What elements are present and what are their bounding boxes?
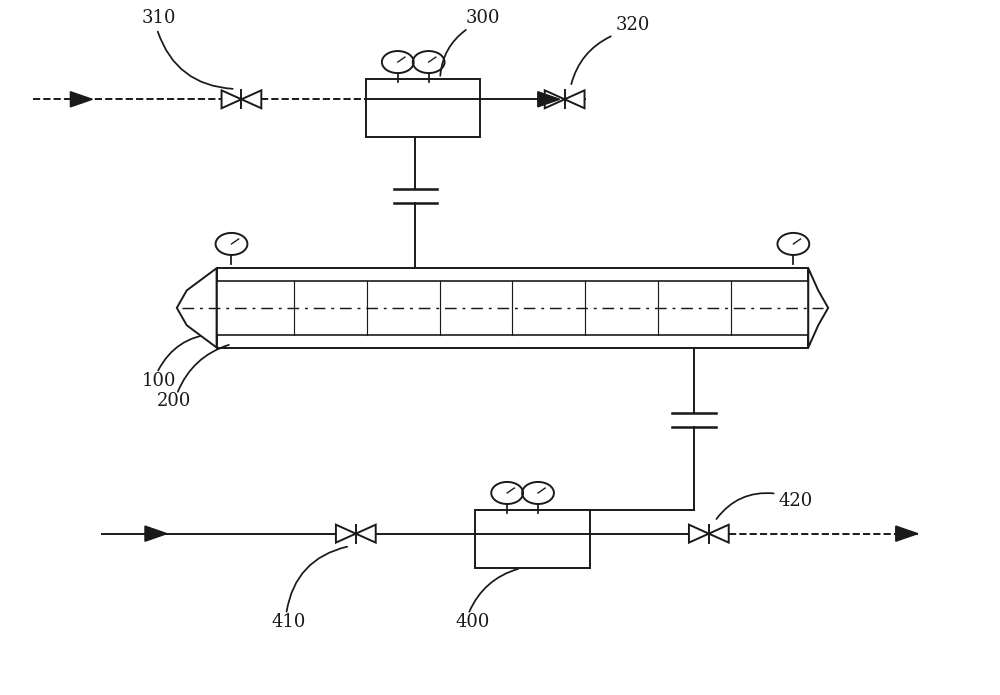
Text: 300: 300 [465, 9, 500, 27]
Polygon shape [145, 526, 167, 541]
Polygon shape [241, 90, 261, 108]
Polygon shape [565, 90, 585, 108]
Polygon shape [70, 92, 92, 107]
Polygon shape [689, 525, 709, 543]
Polygon shape [356, 525, 376, 543]
Text: 200: 200 [157, 392, 191, 410]
Polygon shape [538, 92, 560, 107]
Polygon shape [709, 525, 729, 543]
Polygon shape [896, 526, 918, 541]
Polygon shape [808, 268, 828, 348]
Bar [366, 79, 480, 137]
Text: 310: 310 [142, 9, 176, 27]
Text: 100: 100 [142, 372, 176, 390]
Polygon shape [336, 525, 356, 543]
Polygon shape [177, 268, 217, 348]
Bar [217, 281, 808, 335]
Bar [475, 509, 590, 568]
Text: 400: 400 [455, 613, 490, 631]
Polygon shape [222, 90, 241, 108]
Text: 420: 420 [778, 492, 813, 510]
Text: 410: 410 [271, 613, 306, 631]
Bar [217, 268, 808, 348]
Text: 320: 320 [615, 16, 650, 34]
Polygon shape [545, 90, 565, 108]
